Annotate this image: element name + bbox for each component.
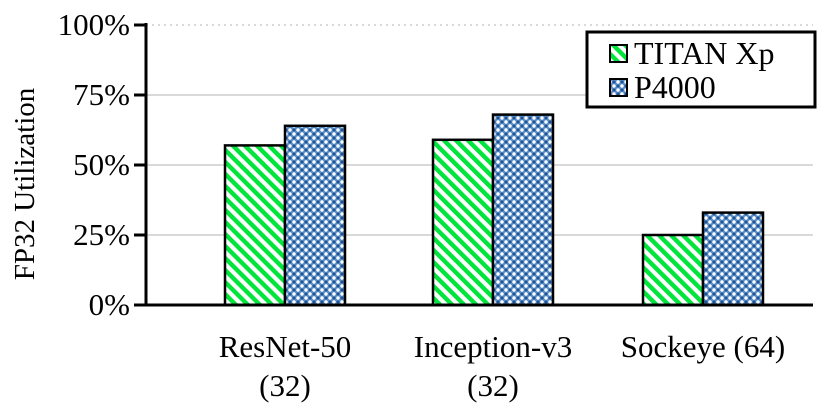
bar-titan-xp-1 xyxy=(431,138,495,307)
bar-p4000-0 xyxy=(283,124,347,307)
y-axis-title: FP32 Utilization xyxy=(9,87,41,280)
y-tick-label-100: 100% xyxy=(58,7,130,42)
y-axis-ticks: 0% 25% 50% 75% 100% xyxy=(58,7,147,322)
legend-label-titan-xp: TITAN Xp xyxy=(634,35,775,71)
legend-swatch-titan-xp xyxy=(609,44,628,63)
y-tick-label-0: 0% xyxy=(89,287,130,322)
category-label-2: Sockeye (64) xyxy=(621,329,785,364)
category-label-0-line2: (32) xyxy=(259,368,311,403)
legend-swatch-p4000 xyxy=(609,78,628,97)
bar-titan-xp-0 xyxy=(223,144,287,307)
legend-label-p4000: P4000 xyxy=(634,69,716,105)
bar-p4000-1 xyxy=(491,113,555,307)
bar-p4000-2 xyxy=(701,211,765,307)
category-label-0-line1: ResNet-50 xyxy=(219,329,352,364)
x-axis-category-labels: ResNet-50 (32) Inception-v3 (32) Sockeye (64… xyxy=(219,329,786,403)
y-tick-label-75: 75% xyxy=(73,77,130,112)
category-label-1-line2: (32) xyxy=(467,368,519,403)
bars xyxy=(223,113,765,307)
bar-titan-xp-2 xyxy=(641,233,705,307)
y-tick-label-50: 50% xyxy=(73,147,130,182)
category-label-1-line1: Inception-v3 xyxy=(414,329,572,364)
legend: TITAN Xp P4000 xyxy=(585,30,817,109)
y-tick-label-25: 25% xyxy=(73,217,130,252)
